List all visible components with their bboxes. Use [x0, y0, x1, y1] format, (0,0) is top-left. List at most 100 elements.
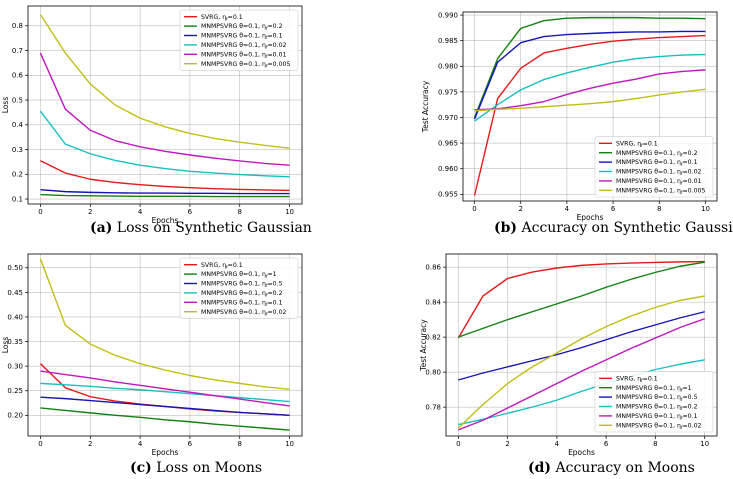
chart-c-ytick-label: 0.30	[7, 363, 23, 371]
chart-a: 0 2 4 6 8 10 0.1 0.2 0.3 0.4 0.5 0.6 0.7 0.8 Epochs Los…	[1, 5, 303, 225]
chart-b-series-line-5	[474, 88, 706, 112]
chart-c-ytick-label: 0.20	[7, 412, 23, 420]
chart-b-xtick-label: 6	[611, 205, 616, 213]
chart-a-ytick-label: 0.5	[12, 96, 23, 104]
chart-d-series-line-3	[458, 359, 705, 426]
chart-c-ytick-label: 0.25	[7, 387, 23, 395]
chart-c-ytick-label: 0.40	[7, 313, 23, 321]
chart-d-legend-label-3: MNMPSVRG θ=0.1, ηf=0.2	[616, 404, 698, 413]
chart-a-legend-label-5: MNMPSVRG θ=0.1, ηf=0.005	[201, 61, 290, 70]
chart-c-ytick-label: 0.50	[7, 264, 23, 272]
chart-c-series-line-3	[40, 382, 290, 403]
chart-b-legend-label-5: MNMPSVRG θ=0.1, ηf=0.005	[616, 187, 705, 196]
caption-b-label: (b)	[494, 220, 518, 236]
chart-d-series-line-1	[458, 261, 705, 338]
chart-d-series-line-2	[458, 311, 705, 381]
chart-d-ytick-label: 0.78	[425, 404, 441, 412]
chart-d-xlabel: Epochs	[568, 448, 595, 457]
chart-c-ytick-label: 0.45	[7, 289, 23, 297]
chart-a-ytick-label: 0.1	[12, 195, 23, 203]
caption-c-text: Loss on Moons	[156, 460, 263, 476]
caption-a-label: (a)	[90, 220, 113, 236]
chart-d-ylabel: Test Accuracy	[419, 319, 428, 372]
chart-b-xtick-label: 2	[518, 205, 522, 213]
chart-d-series-line-0	[457, 260, 705, 339]
chart-d-ytick-label: 0.82	[425, 334, 441, 342]
chart-b-ytick-label: 0.990	[438, 11, 458, 19]
chart-b-series-line-1	[473, 16, 706, 118]
chart-b-legend-label-4: MNMPSVRG θ=0.1, ηf=0.01	[616, 178, 702, 187]
chart-a-series-line-3	[39, 110, 290, 178]
chart-c-series-line-0	[39, 363, 290, 417]
chart-a-series-line-1	[40, 193, 290, 198]
chart-a-series-line-2	[40, 188, 290, 195]
chart-b-xtick-label: 0	[472, 205, 476, 213]
chart-b-frame	[462, 11, 718, 202]
chart-d-legend-label-2: MNMPSVRG θ=0.1, ηf=0.5	[616, 394, 698, 403]
chart-c-frame	[27, 253, 303, 437]
caption-b: (b) Accuracy on Synthetic Gaussian	[494, 220, 733, 236]
chart-a-series-line-4	[39, 52, 290, 166]
chart-a-xlabel: Epochs	[152, 216, 179, 225]
chart-b-legend-box	[594, 136, 714, 198]
chart-a-xtick-label: 0	[38, 208, 42, 216]
chart-d-series-line-5	[457, 295, 705, 429]
chart-b-ytick-label: 0.985	[438, 37, 458, 45]
chart-d-legend-label-4: MNMPSVRG θ=0.1, ηf=0.1	[616, 413, 698, 422]
chart-b-series-line-3	[474, 53, 706, 122]
chart-c-legend-box	[179, 257, 299, 319]
chart-c-xtick-label: 8	[237, 440, 241, 448]
chart-c-legend-label-2: MNMPSVRG θ=0.1, ηf=0.5	[201, 281, 283, 290]
chart-b-legend-label-1: MNMPSVRG θ=0.1, ηf=0.2	[616, 150, 698, 159]
chart-d-ytick-label: 0.80	[425, 369, 441, 377]
chart-b-legend-label-2: MNMPSVRG θ=0.1, ηf=0.1	[616, 159, 698, 168]
chart-b-xtick-label: 10	[701, 205, 710, 213]
caption-c: (c) Loss on Moons	[130, 460, 262, 476]
chart-b-xtick-label: 8	[657, 205, 661, 213]
chart-d-series-line-4	[458, 318, 705, 431]
chart-c-legend-label-1: MNMPSVRG θ=0.1, ηf=1	[201, 271, 277, 280]
chart-b-legend-label-0: SVRG, ηf=0.1	[616, 140, 658, 149]
chart-d-legend-label-5: MNMPSVRG θ=0.1, ηf=0.02	[616, 422, 702, 431]
chart-d-legend-label-1: MNMPSVRG θ=0.1, ηf=1	[616, 385, 692, 394]
chart-c-xtick-label: 0	[38, 440, 42, 448]
chart-a-legend-box	[179, 9, 299, 71]
chart-b-series-line-4	[474, 69, 706, 111]
chart-c-series-line-2	[40, 396, 290, 417]
chart-c-ylabel: Loss	[1, 337, 10, 354]
chart-d-xtick-label: 0	[456, 440, 460, 448]
chart-b-ytick-label: 0.970	[438, 114, 458, 122]
chart-d-legend-label-0: SVRG, ηf=0.1	[616, 375, 658, 384]
chart-a-ytick-label: 0.7	[12, 47, 23, 55]
chart-a-series-line-0	[40, 160, 290, 192]
chart-c-series-line-1	[40, 407, 290, 431]
chart-c-xtick-label: 2	[88, 440, 92, 448]
chart-a-ytick-label: 0.6	[12, 72, 24, 80]
chart-a-legend-label-0: SVRG, ηf=0.1	[201, 14, 243, 23]
chart-c-xlabel: Epochs	[152, 448, 179, 457]
chart-a-ylabel: Loss	[1, 97, 10, 114]
chart-d-frame	[445, 253, 718, 437]
chart-b-xlabel: Epochs	[577, 213, 604, 222]
chart-c-legend-label-0: SVRG, ηf=0.1	[201, 262, 243, 271]
chart-d-xtick-label: 4	[555, 440, 560, 448]
chart-d-ytick-label: 0.84	[425, 299, 441, 307]
chart-c-legend-label-5: MNMPSVRG θ=0.1, ηf=0.02	[201, 309, 287, 318]
caption-a-text: Loss on Synthetic Gaussian	[116, 220, 312, 236]
chart-d-xtick-label: 10	[700, 440, 709, 448]
chart-d-xtick-label: 8	[653, 440, 657, 448]
chart-c: 0 2 4 6 8 10 0.20 0.25 0.30 0.35 0.40 0.45 0.50 Epoch…	[1, 253, 303, 457]
caption-d-text: Accuracy on Moons	[555, 460, 695, 476]
caption-a: (a) Loss on Synthetic Gaussian	[90, 220, 312, 236]
chart-a-ytick-label: 0.4	[12, 121, 24, 129]
chart-a-xtick-label: 2	[88, 208, 92, 216]
chart-a-ytick-label: 0.8	[12, 22, 23, 30]
chart-a-xtick-label: 6	[188, 208, 193, 216]
chart-b-ytick-label: 0.955	[438, 191, 458, 199]
chart-a-legend-label-3: MNMPSVRG θ=0.1, ηf=0.02	[201, 42, 287, 51]
chart-c-series-line-4	[40, 370, 290, 407]
